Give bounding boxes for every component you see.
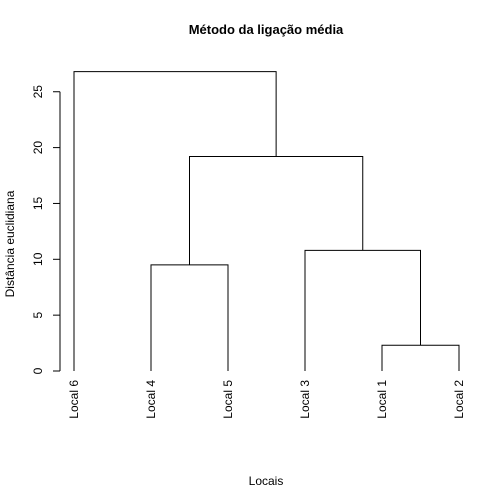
y-tick-label: 25 (31, 85, 45, 99)
y-tick-label: 15 (31, 196, 45, 210)
dendrogram-link (189, 156, 364, 265)
y-tick-label: 20 (31, 141, 45, 155)
y-axis: 0 5 10 15 20 25 (31, 85, 61, 374)
leaf-label: Local 5 (221, 380, 235, 419)
dendrogram-link (73, 71, 277, 371)
y-axis-label: Distância euclidiana (3, 190, 17, 297)
y-tick-label: 10 (31, 252, 45, 266)
y-tick-label: 0 (31, 367, 45, 374)
leaf-label: Local 1 (375, 380, 389, 419)
x-axis-label: Locais (249, 474, 284, 488)
y-tick-label: 5 (31, 311, 45, 318)
dendrogram-link (381, 344, 460, 371)
leaf-label: Local 4 (144, 380, 158, 419)
dendrogram-link (150, 264, 229, 371)
dendrogram-links (73, 71, 460, 371)
chart-title: Método da ligação média (189, 22, 344, 37)
leaf-label: Local 3 (298, 380, 312, 419)
leaf-labels: Local 6 Local 4 Local 5 Local 3 Local 1 Local… (67, 380, 466, 419)
leaf-label: Local 2 (452, 380, 466, 419)
leaf-label: Local 6 (67, 380, 81, 419)
dendrogram-link (304, 249, 421, 371)
